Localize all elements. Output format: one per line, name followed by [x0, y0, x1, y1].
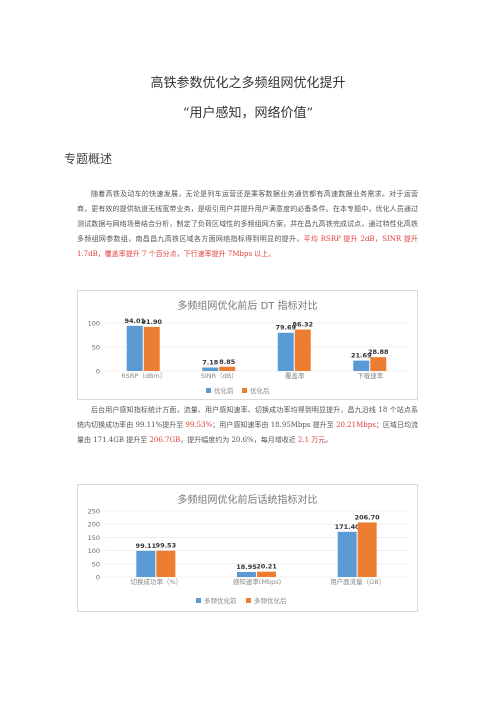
bar: [370, 357, 387, 371]
data-label: 8.85: [219, 358, 236, 366]
y-tick-label: 200: [88, 521, 100, 529]
overview-paragraph: 随着高铁及动车的快速发展，无论是列车运营还是乘客数据业务通信都有高速数据业务需求…: [77, 187, 418, 262]
data-label: 28.88: [368, 348, 389, 356]
bar: [353, 360, 370, 371]
bar: [156, 550, 176, 577]
bar: [277, 332, 294, 371]
bar: [357, 522, 377, 577]
bar: [126, 325, 143, 371]
y-tick-label: 0: [96, 574, 100, 582]
stats-revenue: 2.1 万元: [297, 436, 326, 444]
stats-handover-after: 99.53%: [185, 421, 213, 429]
stats-rate-after: 20.21Mbps: [336, 421, 376, 429]
x-tick-label: 感知速率(Mbps): [233, 577, 281, 586]
x-tick-label: SINR（dB）: [201, 372, 238, 380]
stats-text-c: ；用户感知速率由 18.95Mbps 提升至: [212, 421, 337, 429]
overview-highlight: 平均 RSRP 提升 2dB，SINR 提升 1.7dB，覆盖率提升 7 个百分…: [77, 235, 418, 258]
legend-label: 优化前: [214, 386, 234, 395]
data-label: 7.18: [202, 359, 219, 367]
x-tick-label: 用户面流量（GB）: [330, 577, 385, 586]
section-heading: 专题概述: [64, 152, 113, 166]
stats-text-e: ；区域日均流量由 171.4GB 提升至: [77, 421, 419, 444]
bar: [143, 326, 160, 371]
legend-swatch: [242, 388, 247, 393]
x-tick-label: 下载速率: [357, 371, 384, 380]
stats-paragraph: 后台用户感知指标统计方面，流量、用户感知速率、切换成功率均得到明显提升，昌九沿线…: [77, 403, 418, 448]
legend-swatch: [196, 598, 201, 603]
bar: [337, 531, 357, 577]
bar: [237, 571, 256, 577]
y-tick-label: 250: [88, 508, 100, 516]
y-tick-label: 100: [88, 547, 100, 555]
x-tick-label: RSRP（dBm）: [121, 372, 166, 380]
chart-title: 多频组网优化前后话统指标对比: [177, 495, 318, 506]
data-label: 94.01: [124, 317, 145, 325]
data-label: 171.40: [335, 523, 361, 531]
stats-traffic-after: 206.7GB: [149, 436, 181, 444]
x-tick-label: 覆盖率: [285, 371, 305, 380]
y-tick-label: 100: [88, 320, 100, 328]
data-label: 21.69: [351, 352, 372, 360]
bar: [202, 367, 219, 371]
bar: [257, 571, 276, 577]
stats-text-g: ，提升幅度约为 20.6%，每月增收近: [180, 436, 298, 444]
y-tick-label: 150: [88, 534, 100, 542]
stats-text-i: 。: [325, 436, 333, 444]
bar: [219, 366, 236, 371]
dt-comparison-chart: 多频组网优化前后 DT 指标对比 0 50 100 94.01 91.90 RSRP（dB…: [77, 290, 418, 400]
overview-text: 随着高铁及动车的快速发展，无论是列车运营还是乘客数据业务通信都有高速数据业务需求…: [77, 190, 418, 243]
x-tick-label: 切换成功率（%）: [130, 577, 182, 586]
doc-subtitle: “用户感知，网络价值”: [182, 106, 314, 121]
data-label: 18.95: [236, 563, 257, 571]
y-tick-label: 50: [92, 560, 100, 568]
legend-label: 多频优化前: [204, 596, 237, 605]
y-tick-label: 50: [92, 344, 100, 352]
data-label: 206.70: [355, 513, 381, 521]
data-label: 99.11: [136, 542, 157, 550]
data-label: 79.69: [275, 324, 296, 332]
legend-label: 多频优化后: [254, 596, 287, 605]
data-label: 20.21: [256, 563, 277, 571]
data-label: 99.53: [156, 542, 177, 550]
chart-title: 多频组网优化前后 DT 指标对比: [177, 301, 318, 312]
legend-swatch: [246, 598, 251, 603]
data-label: 86.32: [292, 321, 313, 329]
bar: [136, 550, 156, 577]
y-tick-label: 0: [96, 368, 100, 376]
doc-title: 高铁参数优化之多频组网优化提升: [150, 76, 346, 91]
kpi-comparison-chart: 多频组网优化前后话统指标对比 0 50 100 150 200 250 99.11 99.53…: [77, 484, 418, 612]
legend-label: 优化后: [250, 386, 270, 395]
data-label: 91.90: [141, 318, 162, 326]
stats-text-a: 后台用户感知指标统计方面，流量、用户感知速率、切换成功率均得到明显提升，昌九沿线…: [77, 406, 418, 429]
bar: [294, 329, 311, 371]
legend-swatch: [206, 388, 211, 393]
